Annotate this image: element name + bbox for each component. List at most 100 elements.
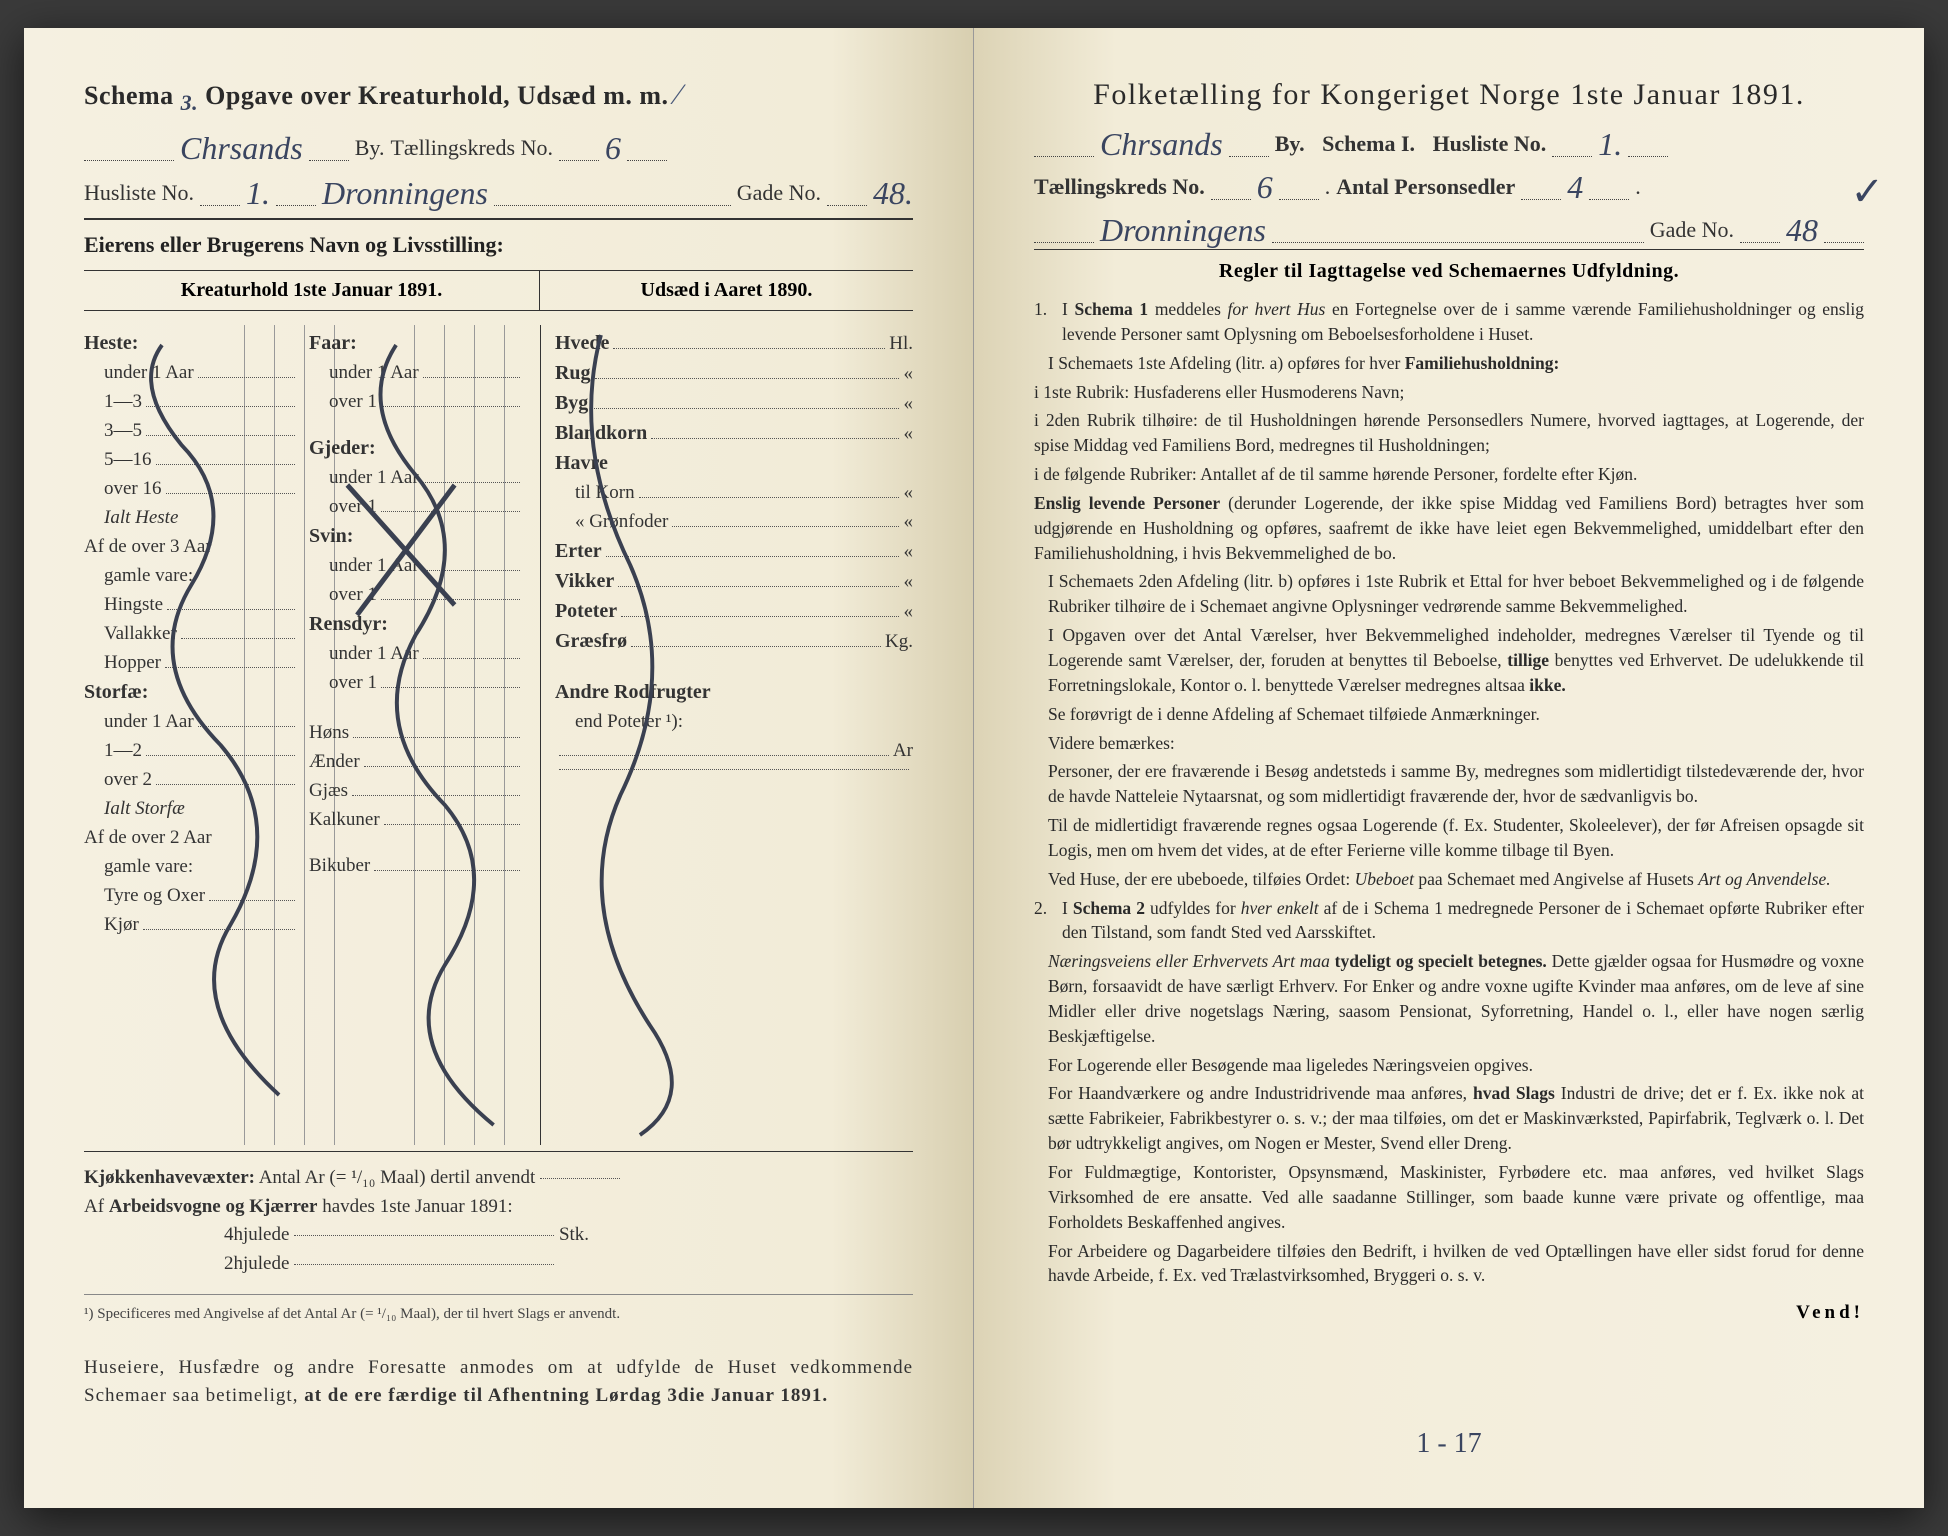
poteter: Poteter [555,600,617,623]
p2f: For Arbeidere og Dagarbeidere tilføies d… [1048,1239,1864,1289]
form-body: Heste: under 1 Aar 1—3 3—5 5—16 over 16 … [84,325,913,1145]
ialt-storfae: Ialt Storfæ [104,798,185,820]
p1c: i 1ste Rubrik: Husfaderens eller Husmode… [1034,380,1864,405]
book-spread: Schema 3. Opgave over Kreaturhold, Udsæd… [24,28,1924,1508]
p1i: Se forøvrigt de i denne Afdeling af Sche… [1048,702,1864,727]
schema-no: 3. [181,90,199,116]
p2b: Næringsveiens eller Erhvervets Art maa t… [1048,949,1864,1048]
gronfoder: « Grønfoder [575,511,668,533]
husliste-value: 1. [246,175,270,212]
ar-unit: Ar [893,740,913,762]
by-row: Chrsands By. Tællingskreds No. 6 [84,124,913,161]
4wheel: 4hjulede [224,1224,289,1245]
rules-body: 1.I Schema 1 meddeles for hvert Hus en F… [1034,297,1864,1288]
r-by-hand: Chrsands [1100,126,1223,163]
tilkorn: til Korn [575,482,635,504]
checkmark-icon: ✓ [1850,168,1884,215]
r-street-hand: Dronningens [1100,212,1266,249]
right-page: Folketælling for Kongeriget Norge 1ste J… [974,28,1924,1508]
left-header: Schema 3. Opgave over Kreaturhold, Udsæd… [84,78,913,112]
svin-under1: under 1 Aar [329,555,419,577]
by-handwritten: Chrsands [180,130,303,167]
by-label: By. [355,135,385,161]
storfae-label: Storfæ: [84,681,148,704]
r-kreds-val: 6 [1257,169,1273,206]
vallakker: Vallakker [104,623,177,645]
footnote: ¹) Specificeres med Angivelse af det Ant… [84,1294,913,1326]
column-headers: Kreaturhold 1ste Januar 1891. Udsæd i Aa… [84,270,913,311]
p1g: I Schemaets 2den Afdeling (litr. b) opfø… [1048,569,1864,619]
r5-16: 5—16 [104,449,152,471]
gade-label: Gade No. [737,180,821,206]
p2e: For Fuldmægtige, Kontorister, Opsynsmænd… [1048,1160,1864,1235]
gade-value: 48. [873,175,913,212]
byg: Byg [555,392,588,415]
hingste: Hingste [104,594,163,616]
gjaes: Gjæs [309,780,348,802]
gamle-vare2: gamle vare: [104,856,193,878]
graesfro: Græsfrø [555,630,627,653]
r-gade-label: Gade No. [1650,217,1734,243]
rules-title: Regler til Iagttagelse ved Schemaernes U… [1034,260,1864,283]
p1d: i 2den Rubrik tilhøire: de til Husholdni… [1034,408,1864,458]
over16: over 16 [104,478,162,500]
p2c: For Logerende eller Besøgende maa ligele… [1048,1053,1864,1078]
svin-over1: over 1 [329,584,377,606]
right-title: Folketælling for Kongeriget Norge 1ste J… [1034,78,1864,112]
r1-3: 1—3 [104,391,142,413]
kjokken-txt: Antal Ar (= ¹/₁₀ Maal) dertil anvendt [259,1167,536,1188]
col-left-header: Kreaturhold 1ste Januar 1891. [84,271,540,310]
vogne-label: Af Arbeidsvogne og Kjærrer havdes 1ste J… [84,1193,913,1222]
kg-unit: Kg. [885,631,913,653]
p1l: Til de midlertidigt fraværende regnes og… [1048,813,1864,863]
stk: Stk. [559,1224,589,1245]
r-antal-label: Antal Personsedler [1336,174,1515,200]
schema-label: Schema [84,81,174,110]
endpoteter: end Poteter ¹): [575,711,683,733]
gjeder-label: Gjeder: [309,437,376,460]
kjokken-label: Kjøkkenhavevæxter: [84,1167,255,1188]
kreds-label: Tællingskreds No. [390,135,553,161]
vend-label: Vend! [1034,1302,1864,1324]
bikuber: Bikuber [309,855,370,877]
r-husliste-val: 1. [1598,126,1622,163]
vikker: Vikker [555,570,614,593]
divider2 [84,1151,913,1152]
erter: Erter [555,540,602,563]
husliste-row: Husliste No. 1. Dronningens Gade No. 48. [84,169,913,206]
p1e: i de følgende Rubriker: Antallet af de t… [1034,462,1864,487]
slash-mark: ⁄ [676,78,682,111]
rens-under1: under 1 Aar [329,643,419,665]
left-page: Schema 3. Opgave over Kreaturhold, Udsæd… [24,28,974,1508]
p1k: Personer, der ere fraværende i Besøg and… [1048,759,1864,809]
p1m: Ved Huse, der ere ubeboede, tilføies Ord… [1048,867,1864,892]
right-row3: Dronningens Gade No. 48 [1034,206,1864,243]
rens-over1: over 1 [329,672,377,694]
crops-column: HvedeHl. Rug« Byg« Blandkorn« Havre til … [540,325,913,1145]
husliste-label: Husliste No. [84,180,194,206]
kreds-value: 6 [605,130,621,167]
pagination-handwritten: 1 - 17 [1416,1428,1481,1460]
gjeder-under1: under 1 Aar [329,467,419,489]
p1b: I Schemaets 1ste Afdeling (litr. a) opfø… [1048,351,1864,376]
r3-5: 3—5 [104,420,142,442]
r-husliste-label: Husliste No. [1433,131,1547,157]
hl-unit: Hl. [889,333,913,355]
tyre: Tyre og Oxer [104,885,205,907]
gamle-vare: gamle vare: [104,565,193,587]
r-kreds-label: Tællingskreds No. [1034,174,1205,200]
androd: Andre Rodfrugter [555,681,711,704]
animals-column: Heste: under 1 Aar 1—3 3—5 5—16 over 16 … [84,325,540,1145]
right-row1: Chrsands By. Schema I. Husliste No. 1. [1034,120,1864,157]
left-title: Opgave over Kreaturhold, Udsæd m. m. [205,81,668,110]
ialt-heste: Ialt Heste [104,507,178,529]
heste-label: Heste: [84,332,138,355]
street-handwritten: Dronningens [322,175,488,212]
footer-section: Kjøkkenhavevæxter: Antal Ar (= ¹/₁₀ Maal… [84,1164,913,1326]
svin-label: Svin: [309,525,353,548]
faar-label: Faar: [309,332,357,355]
hopper: Hopper [104,652,161,674]
faar-under1: under 1 Aar [329,362,419,384]
right-row2: Tællingskreds No. 6 . Antal Personsedler… [1034,163,1864,200]
p1h: I Opgaven over det Antal Værelser, hver … [1048,623,1864,698]
